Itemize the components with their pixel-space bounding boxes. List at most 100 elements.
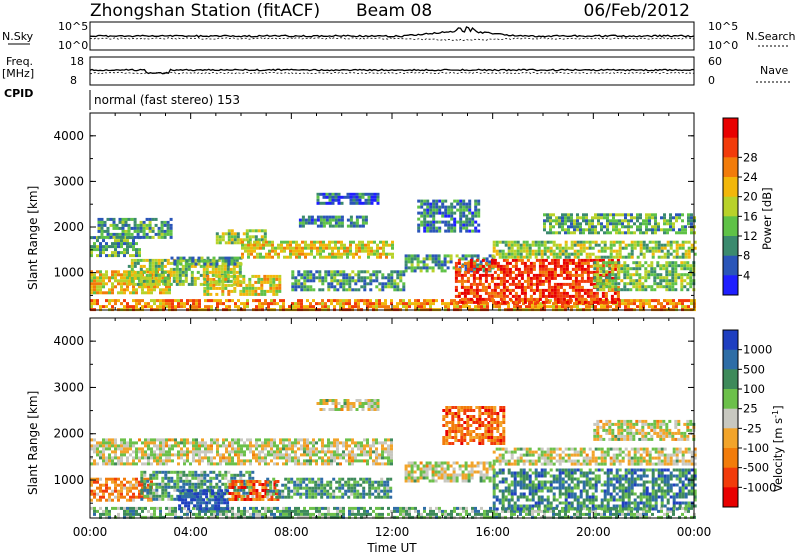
heatmap-cell	[147, 459, 150, 463]
heatmap-cell	[582, 213, 585, 217]
heatmap-cell	[444, 199, 448, 203]
heatmap-cell	[243, 441, 246, 445]
heatmap-cell	[570, 231, 573, 235]
heatmap-cell	[297, 456, 300, 460]
heatmap-cell	[109, 217, 113, 221]
heatmap-cell	[93, 480, 96, 484]
heatmap-cell	[248, 283, 252, 287]
heatmap-cell	[651, 225, 654, 229]
heatmap-cell	[354, 302, 357, 306]
heatmap-cell	[250, 252, 253, 256]
heatmap-cell	[174, 444, 177, 448]
heatmap-cell	[547, 282, 551, 286]
heatmap-cell	[558, 249, 562, 253]
heatmap-cell	[303, 273, 307, 277]
heatmap-cell	[288, 515, 291, 519]
heatmap-cell	[529, 300, 533, 304]
heatmap-cell	[463, 273, 467, 277]
heatmap-cell	[226, 267, 230, 271]
heatmap-cell	[99, 444, 102, 448]
heatmap-cell	[402, 285, 406, 289]
heatmap-cell	[133, 223, 137, 227]
heatmap-cell	[369, 288, 373, 292]
heatmap-cell	[408, 515, 411, 519]
heatmap-cell	[410, 266, 414, 270]
heatmap-cell	[373, 192, 377, 196]
heatmap-cell	[532, 291, 536, 295]
heatmap-cell	[354, 288, 358, 292]
heatmap-cell	[210, 438, 213, 442]
heatmap-cell	[239, 274, 243, 278]
heatmap-cell	[159, 305, 162, 309]
heatmap-cell	[102, 276, 105, 280]
heatmap-cell	[358, 201, 362, 205]
heatmap-cell	[303, 438, 306, 442]
heatmap-cell	[487, 264, 491, 268]
heatmap-cell	[141, 441, 144, 445]
heatmap-cell	[187, 267, 191, 271]
heatmap-cell	[237, 512, 240, 516]
heatmap-cell	[310, 249, 313, 253]
heatmap-cell	[453, 211, 457, 215]
heatmap-cell	[561, 252, 565, 256]
heatmap-cell	[419, 260, 423, 264]
heatmap-cell	[568, 270, 572, 274]
heatmap-cell	[675, 305, 678, 309]
heatmap-cell	[474, 220, 478, 224]
heatmap-cell	[186, 302, 189, 306]
heatmap-cell	[678, 515, 681, 519]
heatmap-cell	[319, 246, 322, 250]
heatmap-cell	[372, 509, 375, 513]
heatmap-cell	[624, 305, 627, 309]
heatmap-cell	[160, 261, 164, 265]
heatmap-cell	[567, 213, 570, 217]
heatmap-cell	[647, 264, 651, 268]
heatmap-cell	[111, 462, 114, 466]
heatmap-cell	[205, 264, 209, 268]
heatmap-cell	[246, 444, 249, 448]
heatmap-cell	[303, 459, 306, 463]
heatmap-cell	[160, 223, 164, 227]
heatmap-cell	[270, 444, 273, 448]
heatmap-cell	[502, 282, 506, 286]
heatmap-cell	[441, 211, 445, 215]
heatmap-cell	[358, 192, 362, 196]
heatmap-cell	[148, 220, 152, 224]
heatmap-cell	[342, 282, 346, 286]
heatmap-cell	[222, 302, 225, 306]
heatmap-cell	[630, 216, 633, 220]
heatmap-cell	[111, 506, 114, 510]
heatmap-cell	[681, 299, 684, 303]
heatmap-cell	[381, 276, 385, 280]
heatmap-cell	[355, 218, 359, 222]
heatmap-cell	[472, 300, 476, 304]
heatmap-cell	[478, 297, 482, 301]
heatmap-cell	[568, 300, 572, 304]
heatmap-cell	[642, 243, 646, 247]
heatmap-cell	[102, 489, 105, 493]
heatmap-cell	[192, 447, 195, 451]
heatmap-cell	[114, 276, 117, 280]
heatmap-cell	[227, 292, 231, 296]
heatmap-cell	[617, 261, 621, 265]
heatmap-cell	[423, 515, 426, 519]
heatmap-cell	[169, 226, 173, 230]
heatmap-cell	[105, 248, 108, 252]
heatmap-cell	[136, 235, 140, 239]
heatmap-cell	[529, 297, 533, 301]
heatmap-cell	[148, 279, 152, 283]
heatmap-cell	[229, 267, 233, 271]
heatmap-cell	[589, 288, 593, 292]
heatmap-cell	[306, 453, 309, 457]
heatmap-cell	[594, 512, 597, 516]
heatmap-cell	[139, 235, 143, 239]
heatmap-cell	[538, 294, 542, 298]
heatmap-cell	[598, 273, 602, 277]
heatmap-cell	[203, 280, 207, 284]
heatmap-cell	[165, 450, 168, 454]
heatmap-cell	[210, 462, 213, 466]
heatmap-cell	[351, 279, 355, 283]
heatmap-cell	[608, 279, 612, 283]
heatmap-cell	[544, 297, 548, 301]
heatmap-cell	[199, 264, 203, 268]
